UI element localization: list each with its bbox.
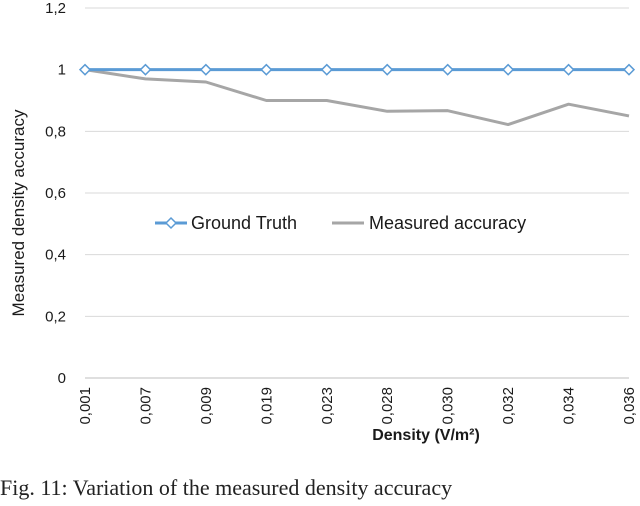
x-tick-label: 0,001 <box>77 387 94 425</box>
data-point <box>320 63 333 76</box>
data-point <box>502 63 515 76</box>
x-tick-label: 0,009 <box>198 387 215 425</box>
y-tick-label: 0 <box>58 370 66 387</box>
x-tick-label: 0,023 <box>319 387 336 425</box>
legend-label-measured: Measured accuracy <box>369 213 526 233</box>
x-tick-label: 0,030 <box>440 387 457 425</box>
data-point <box>441 63 454 76</box>
y-tick-label: 0,4 <box>45 247 66 264</box>
legend: Ground Truth Measured accuracy <box>155 213 526 233</box>
x-tick-label: 0,028 <box>379 387 396 425</box>
x-tick-labels: 0,001 0,007 0,009 0,019 0,023 0,028 0,030 0,032… <box>77 387 638 425</box>
figure-caption: Fig. 11: Variation of the measured densi… <box>0 475 453 500</box>
y-tick-label: 0,6 <box>45 185 66 202</box>
data-point <box>260 63 273 76</box>
series-lines <box>78 63 636 127</box>
x-tick-label: 0,007 <box>137 387 154 425</box>
data-point <box>381 63 394 76</box>
y-tick-label: 0,8 <box>45 123 66 140</box>
series-line-1 <box>84 68 630 127</box>
data-point <box>562 63 575 76</box>
y-tick-label: 1,2 <box>45 0 66 17</box>
data-point <box>199 63 212 76</box>
y-tick-labels: 0 0,2 0,4 0,6 0,8 1 1,2 <box>45 0 66 387</box>
data-point <box>622 63 636 76</box>
y-tick-label: 1 <box>58 62 66 79</box>
line-chart: 00,20,40,60,811,2 0,001 0,007 0,009 0,019 0,… <box>9 0 638 444</box>
x-tick-label: 0,036 <box>621 387 638 425</box>
x-tick-label: 0,034 <box>561 387 578 425</box>
legend-label-ground-truth: Ground Truth <box>191 213 297 233</box>
y-axis-title: Measured density accuracy <box>9 109 28 316</box>
y-tick-label: 0,2 <box>45 308 66 325</box>
x-tick-label: 0,032 <box>500 387 517 425</box>
x-tick-label: 0,019 <box>258 387 275 425</box>
data-point <box>78 63 92 76</box>
x-axis-title: Density (V/m²) <box>372 427 480 444</box>
gridlines <box>85 7 629 379</box>
data-point <box>139 63 152 76</box>
legend-marker <box>164 216 178 230</box>
